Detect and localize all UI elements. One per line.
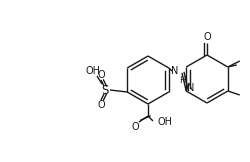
Text: N: N	[171, 66, 178, 76]
Text: N: N	[186, 83, 193, 93]
Text: O: O	[97, 100, 104, 110]
Text: H: H	[178, 76, 185, 85]
Text: O: O	[202, 32, 210, 42]
Text: OH: OH	[157, 117, 172, 127]
Text: OH: OH	[85, 66, 100, 76]
Text: S: S	[101, 83, 108, 97]
Text: O: O	[131, 122, 138, 132]
Text: O: O	[97, 70, 104, 80]
